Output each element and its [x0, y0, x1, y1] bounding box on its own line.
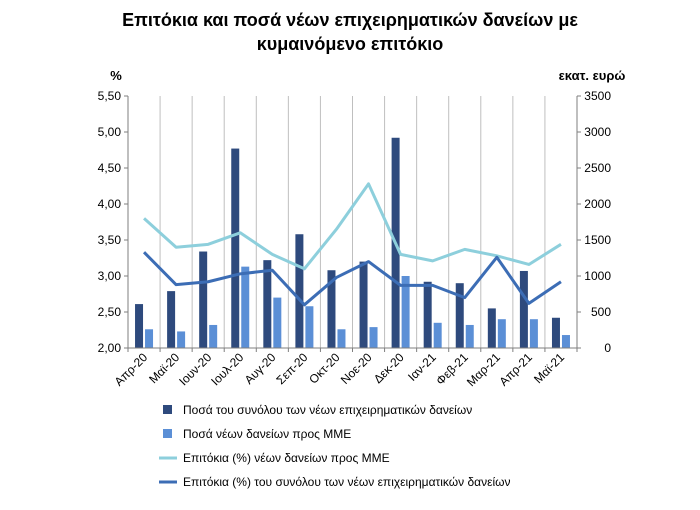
y-left-tick-label: 4,00	[98, 197, 122, 211]
chart-title: Επιτόκια και ποσά νέων επιχειρηματικών δ…	[0, 8, 700, 56]
bar	[145, 329, 154, 348]
legend-swatch	[163, 429, 172, 438]
y-left-tick-label: 3,50	[98, 233, 122, 247]
x-tick-label: Ιουν-20	[176, 350, 214, 388]
bar	[401, 276, 410, 348]
series-line	[142, 251, 562, 307]
bar	[135, 304, 144, 348]
axes	[124, 95, 581, 352]
bar	[465, 324, 474, 348]
legend: Ποσά του συνόλου των νέων επιχειρηματικώ…	[159, 403, 511, 489]
x-tick-label: Δεκ-20	[371, 350, 407, 386]
y-left-tick-label: 2,00	[98, 341, 122, 355]
x-tick-label: Μαρ-21	[464, 350, 503, 389]
y-left-axis-label: %	[110, 68, 122, 83]
x-tick-label: Σεπ-20	[273, 350, 310, 387]
vertical-gridlines	[159, 96, 546, 348]
y-right-tick-label: 1000	[584, 269, 611, 283]
y-right-tick-label: 2000	[584, 197, 611, 211]
bar	[241, 266, 250, 348]
legend-label: Επιτόκια (%) του συνόλου των νέων επιχει…	[183, 475, 511, 489]
y-right-axis-label: εκατ. ευρώ	[559, 68, 626, 83]
y-right-tick-label: 500	[591, 305, 611, 319]
bar	[551, 317, 560, 348]
bar	[487, 308, 496, 348]
bar	[561, 335, 570, 348]
bar	[295, 234, 304, 348]
series-line	[143, 182, 562, 271]
bar	[359, 261, 368, 348]
bar	[167, 291, 176, 348]
x-tick-label: Αυγ-20	[242, 350, 279, 387]
bar	[199, 251, 208, 348]
bar	[433, 322, 442, 348]
y-left-tick-label: 4,50	[98, 161, 122, 175]
y-right-tick-label: 0	[604, 341, 611, 355]
bar	[327, 270, 336, 348]
y-right-tick-label: 2500	[584, 161, 611, 175]
y-left-tick-label: 3,00	[98, 269, 122, 283]
y-left-tick-label: 5,50	[98, 89, 122, 103]
x-tick-label: Απρ-21	[497, 350, 536, 389]
y-right-tick-label: 3500	[584, 89, 611, 103]
bar	[231, 148, 240, 348]
bar	[519, 270, 528, 348]
bar	[369, 327, 378, 348]
legend-label: Ποσά νέων δανείων προς ΜΜΕ	[183, 427, 351, 441]
x-tick-label: Μαϊ-20	[146, 350, 182, 386]
bar	[455, 283, 464, 348]
bar	[177, 331, 186, 348]
bar	[305, 306, 314, 348]
y-right-tick-label: 3000	[584, 125, 611, 139]
bar	[263, 260, 272, 348]
bar	[529, 319, 538, 348]
x-tick-label: Νοε-20	[338, 350, 375, 387]
chart-title-line-1: Επιτόκια και ποσά νέων επιχειρηματικών δ…	[122, 10, 578, 30]
y-left-tick-label: 2,50	[98, 305, 122, 319]
bar	[337, 329, 346, 348]
bar	[273, 297, 282, 348]
bars	[135, 137, 570, 348]
lines	[142, 182, 562, 307]
legend-swatch	[163, 405, 172, 414]
bar	[497, 319, 506, 348]
x-tick-label: Οκτ-20	[306, 350, 343, 387]
bar	[423, 281, 432, 348]
legend-label: Επιτόκια (%) νέων δανείων προς ΜΜΕ	[183, 451, 390, 465]
chart-title-line-2: κυμαινόμενο επιτόκιο	[256, 34, 444, 54]
legend-label: Ποσά του συνόλου των νέων επιχειρηματικώ…	[183, 403, 472, 417]
y-right-tick-label: 1500	[584, 233, 611, 247]
x-tick-label: Απρ-20	[112, 350, 151, 389]
y-left-tick-label: 5,00	[98, 125, 122, 139]
bar	[209, 324, 218, 348]
x-tick-label: Ιουλ-20	[208, 350, 246, 388]
x-tick-label: Μαϊ-21	[531, 350, 567, 386]
